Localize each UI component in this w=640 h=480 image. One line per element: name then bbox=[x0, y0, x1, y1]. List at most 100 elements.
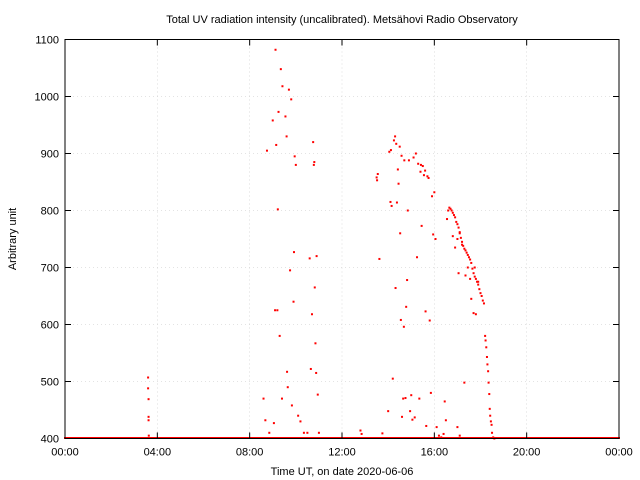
data-point bbox=[395, 201, 398, 204]
data-point bbox=[406, 279, 409, 282]
y-tick-label: 700 bbox=[41, 263, 59, 275]
data-point bbox=[312, 163, 315, 166]
data-point bbox=[474, 277, 477, 280]
data-point bbox=[389, 200, 392, 203]
data-point bbox=[486, 363, 489, 366]
data-point bbox=[417, 162, 420, 165]
data-point bbox=[394, 287, 397, 290]
data-point bbox=[284, 115, 287, 118]
data-point bbox=[381, 432, 384, 435]
data-point bbox=[479, 292, 482, 295]
data-point bbox=[427, 177, 430, 180]
y-tick-label: 1100 bbox=[35, 35, 59, 47]
data-point bbox=[308, 257, 311, 260]
data-point bbox=[459, 236, 462, 239]
data-point bbox=[457, 272, 460, 275]
data-point bbox=[407, 159, 410, 162]
data-point bbox=[289, 269, 292, 272]
data-point bbox=[292, 300, 295, 303]
x-axis-label: Time UT, on date 2020-06-06 bbox=[271, 466, 414, 478]
data-point bbox=[279, 68, 282, 71]
data-point bbox=[147, 398, 150, 401]
data-point bbox=[313, 161, 316, 164]
data-point bbox=[476, 280, 479, 283]
data-point bbox=[448, 206, 451, 209]
data-point bbox=[414, 152, 417, 155]
data-point bbox=[464, 274, 467, 277]
data-point bbox=[271, 119, 274, 122]
data-point bbox=[147, 376, 150, 379]
data-point bbox=[312, 141, 315, 144]
data-point bbox=[306, 431, 309, 434]
data-point bbox=[435, 426, 438, 429]
data-point bbox=[402, 325, 405, 328]
data-point bbox=[442, 432, 445, 435]
data-point bbox=[359, 429, 362, 432]
data-point bbox=[404, 397, 407, 400]
data-point bbox=[400, 154, 403, 157]
data-point bbox=[473, 266, 476, 269]
data-point bbox=[274, 309, 277, 312]
data-point bbox=[446, 218, 449, 221]
data-point bbox=[434, 238, 437, 240]
data-point bbox=[392, 139, 395, 142]
data-point bbox=[420, 224, 423, 227]
data-point bbox=[450, 209, 453, 212]
data-point bbox=[299, 420, 302, 423]
data-point bbox=[409, 410, 412, 413]
data-point bbox=[406, 209, 409, 212]
data-point bbox=[489, 420, 492, 423]
data-point bbox=[315, 371, 318, 374]
data-point bbox=[262, 397, 265, 400]
data-point bbox=[265, 149, 268, 152]
data-point bbox=[412, 156, 415, 159]
y-tick-label: 800 bbox=[41, 206, 59, 218]
data-point bbox=[313, 286, 316, 289]
data-point bbox=[477, 283, 480, 286]
data-point bbox=[147, 434, 150, 437]
data-point bbox=[391, 377, 394, 380]
data-point bbox=[458, 232, 461, 235]
data-point bbox=[275, 143, 278, 146]
data-point bbox=[488, 393, 491, 396]
data-point bbox=[315, 255, 318, 258]
data-point bbox=[286, 370, 289, 373]
data-point bbox=[472, 312, 475, 315]
data-point bbox=[264, 419, 267, 422]
data-point bbox=[297, 414, 300, 417]
data-point bbox=[456, 223, 459, 226]
data-point bbox=[484, 339, 487, 342]
data-point bbox=[469, 258, 472, 261]
grid bbox=[65, 39, 619, 439]
data-point bbox=[411, 418, 414, 421]
data-point bbox=[471, 267, 474, 270]
data-point bbox=[457, 226, 460, 229]
data-point bbox=[290, 98, 293, 101]
data-point bbox=[463, 247, 466, 250]
data-point bbox=[375, 176, 378, 179]
data-point bbox=[294, 163, 297, 166]
data-point bbox=[456, 426, 459, 429]
data-point bbox=[274, 48, 277, 51]
data-point bbox=[389, 149, 392, 152]
data-point bbox=[467, 256, 470, 259]
data-point bbox=[387, 410, 390, 413]
data-point bbox=[433, 191, 436, 194]
data-point bbox=[456, 238, 459, 240]
data-point bbox=[147, 415, 150, 418]
data-point bbox=[285, 135, 288, 138]
data-point bbox=[485, 346, 488, 349]
data-point bbox=[490, 423, 493, 426]
data-point bbox=[482, 302, 485, 305]
data-point bbox=[317, 431, 320, 434]
data-point bbox=[449, 207, 452, 210]
data-point bbox=[402, 397, 405, 400]
data-point bbox=[466, 266, 469, 269]
data-point bbox=[399, 232, 402, 235]
data-point bbox=[432, 233, 435, 236]
data-point bbox=[454, 246, 457, 249]
plot-frame bbox=[64, 39, 620, 439]
y-tick-label: 900 bbox=[41, 149, 59, 161]
data-point bbox=[469, 277, 472, 280]
